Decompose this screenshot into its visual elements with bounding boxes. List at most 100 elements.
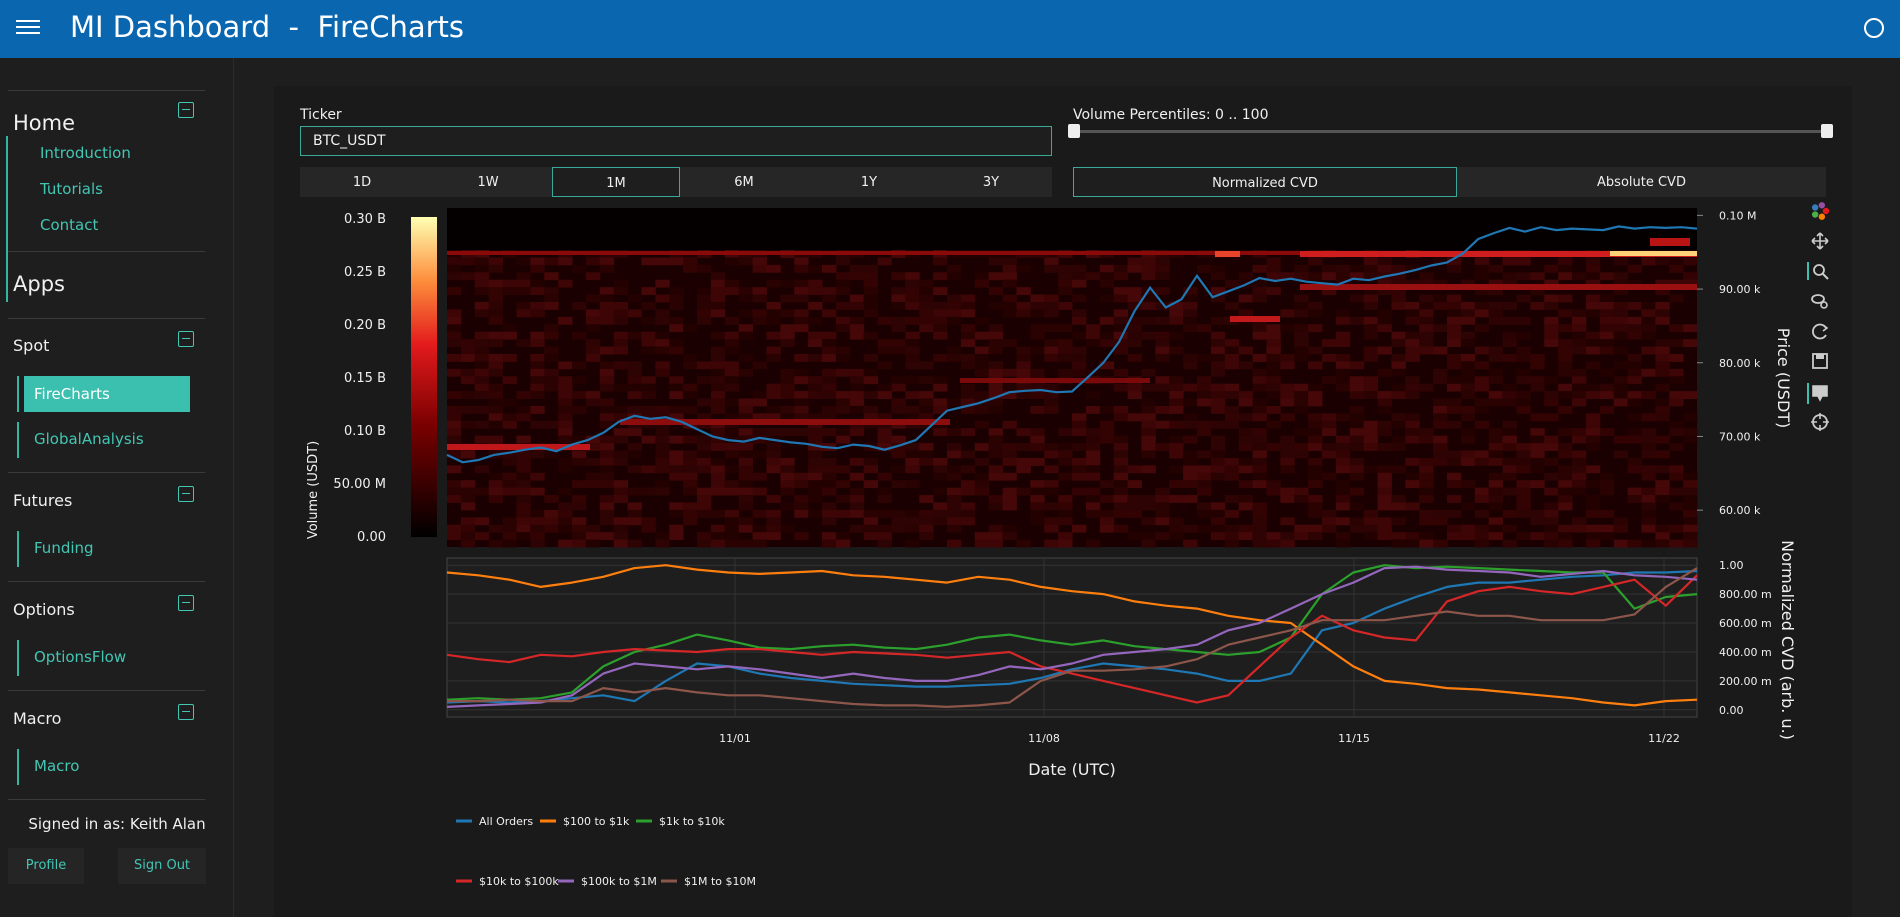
user-status-icon[interactable] (1864, 18, 1884, 38)
heatmap-cell (1474, 450, 1490, 459)
heatmap-cell (488, 413, 504, 422)
collapse-futures-button[interactable] (178, 486, 194, 502)
heatmap-cell (516, 301, 531, 310)
heatmap-cell (891, 517, 906, 526)
slider-min-handle[interactable] (1068, 124, 1080, 138)
sidebar-item-firecharts[interactable]: FireCharts (24, 376, 190, 412)
heatmap-cell (1252, 405, 1267, 414)
heatmap-cell (822, 264, 837, 273)
heatmap-cell (1405, 532, 1420, 541)
heatmap-cell (655, 361, 670, 370)
range-1d-button[interactable]: 1D (352, 175, 372, 190)
profile-button[interactable]: Profile (8, 848, 84, 884)
heatmap-cell (1641, 472, 1656, 481)
heatmap-cell (488, 405, 504, 414)
sidebar-item-tutorials[interactable]: Tutorials (40, 180, 103, 198)
lasso-icon[interactable] (1811, 294, 1828, 309)
legend-item[interactable]: $1M to $10M (684, 875, 756, 888)
heatmap-cell (1072, 264, 1087, 273)
heatmap-plot[interactable] (446, 208, 1698, 548)
sign-out-button[interactable]: Sign Out (118, 848, 206, 884)
heatmap-cell (1613, 272, 1629, 281)
hamburger-menu-icon[interactable] (16, 17, 40, 37)
heatmap-cell (988, 539, 1004, 548)
heatmap-cell (752, 524, 767, 533)
download-plot-icon[interactable] (1812, 353, 1828, 369)
heatmap-cell (585, 339, 601, 348)
legend-item[interactable]: $1k to $10k (659, 815, 725, 828)
ticker-input[interactable]: BTC_USDT (300, 126, 1052, 156)
heatmap-cell (1488, 309, 1504, 318)
heatmap-cell (738, 257, 754, 266)
heatmap-cell (1030, 383, 1045, 392)
heatmap-cell (447, 405, 462, 414)
legend-item[interactable]: All Orders (479, 815, 533, 828)
collapse-macro-button[interactable] (178, 704, 194, 720)
normalized-cvd-button[interactable]: Normalized CVD (1073, 167, 1457, 197)
slider-max-handle[interactable] (1821, 124, 1833, 138)
pan-icon[interactable] (1811, 232, 1829, 250)
heatmap-cell (1252, 539, 1267, 548)
heatmap-cell (1210, 398, 1226, 407)
heatmap-cell (1599, 383, 1615, 392)
heatmap-cell (849, 428, 865, 437)
heatmap-cell (558, 420, 573, 429)
heatmap-cell (502, 279, 517, 288)
sidebar-item-funding[interactable]: Funding (34, 539, 94, 557)
sidebar-item-globalanalysis[interactable]: GlobalAnalysis (34, 430, 144, 448)
hover-compare-icon[interactable] (1807, 383, 1828, 404)
crosshair-icon[interactable] (1811, 413, 1829, 431)
heatmap-cell (1210, 368, 1226, 377)
heatmap-cell (1183, 294, 1198, 303)
range-3y-button[interactable]: 3Y (982, 175, 1000, 190)
heatmap-cell (724, 465, 740, 474)
heatmap-cell (738, 398, 754, 407)
sidebar-item-introduction[interactable]: Introduction (40, 144, 131, 162)
heatmap-cell (1252, 353, 1267, 362)
heatmap-cell (822, 532, 837, 541)
legend-item[interactable]: $10k to $100k (479, 875, 559, 888)
heatmap-cell (1377, 287, 1392, 296)
range-1w-button[interactable]: 1W (477, 175, 499, 190)
volume-percentiles-slider[interactable] (1074, 130, 1827, 133)
heatmap-cell (1572, 272, 1587, 281)
heatmap-cell (1627, 495, 1642, 503)
heatmap-cell (1585, 279, 1601, 288)
plotly-logo-icon[interactable] (1811, 202, 1830, 220)
heatmap-cell (1210, 420, 1226, 429)
legend-item[interactable]: $100 to $1k (563, 815, 630, 828)
sidebar-item-contact[interactable]: Contact (40, 216, 99, 234)
legend-item[interactable]: $100k to $1M (581, 875, 657, 888)
collapse-spot-button[interactable] (178, 331, 194, 347)
heatmap-cell (585, 443, 601, 451)
heatmap-cell (1502, 443, 1517, 451)
heatmap-cell (738, 309, 754, 318)
heatmap-cell (1322, 376, 1337, 385)
range-1m-button[interactable]: 1M (552, 167, 680, 197)
heatmap-cell (1266, 391, 1281, 399)
heatmap-cell (1266, 339, 1281, 348)
sidebar-item-macro[interactable]: Macro (34, 757, 80, 775)
heatmap-cell (974, 472, 990, 481)
heatmap-cell (1502, 383, 1517, 392)
range-1y-button[interactable]: 1Y (860, 175, 878, 190)
heatmap-cell (516, 435, 531, 444)
heatmap-cell (1627, 361, 1642, 370)
heatmap-cell (933, 465, 948, 474)
heatmap-cell (933, 272, 948, 281)
heatmap-cell (1127, 331, 1142, 340)
reset-axes-icon[interactable] (1812, 323, 1829, 340)
collapse-home-button[interactable] (178, 102, 194, 118)
heatmap-liquidity-band (1610, 251, 1697, 256)
range-6m-button[interactable]: 6M (734, 175, 754, 190)
heatmap-cell (1613, 391, 1629, 399)
heatmap-cell (1294, 443, 1309, 451)
box-zoom-icon[interactable] (1807, 262, 1829, 280)
heatmap-cell (1474, 324, 1490, 333)
collapse-options-button[interactable] (178, 595, 194, 611)
sidebar-item-optionsflow[interactable]: OptionsFlow (34, 648, 127, 666)
heatmap-cell (710, 294, 726, 303)
absolute-cvd-button[interactable]: Absolute CVD (1597, 175, 1686, 190)
colorbar-tick-label: 0.30 B (344, 212, 386, 227)
